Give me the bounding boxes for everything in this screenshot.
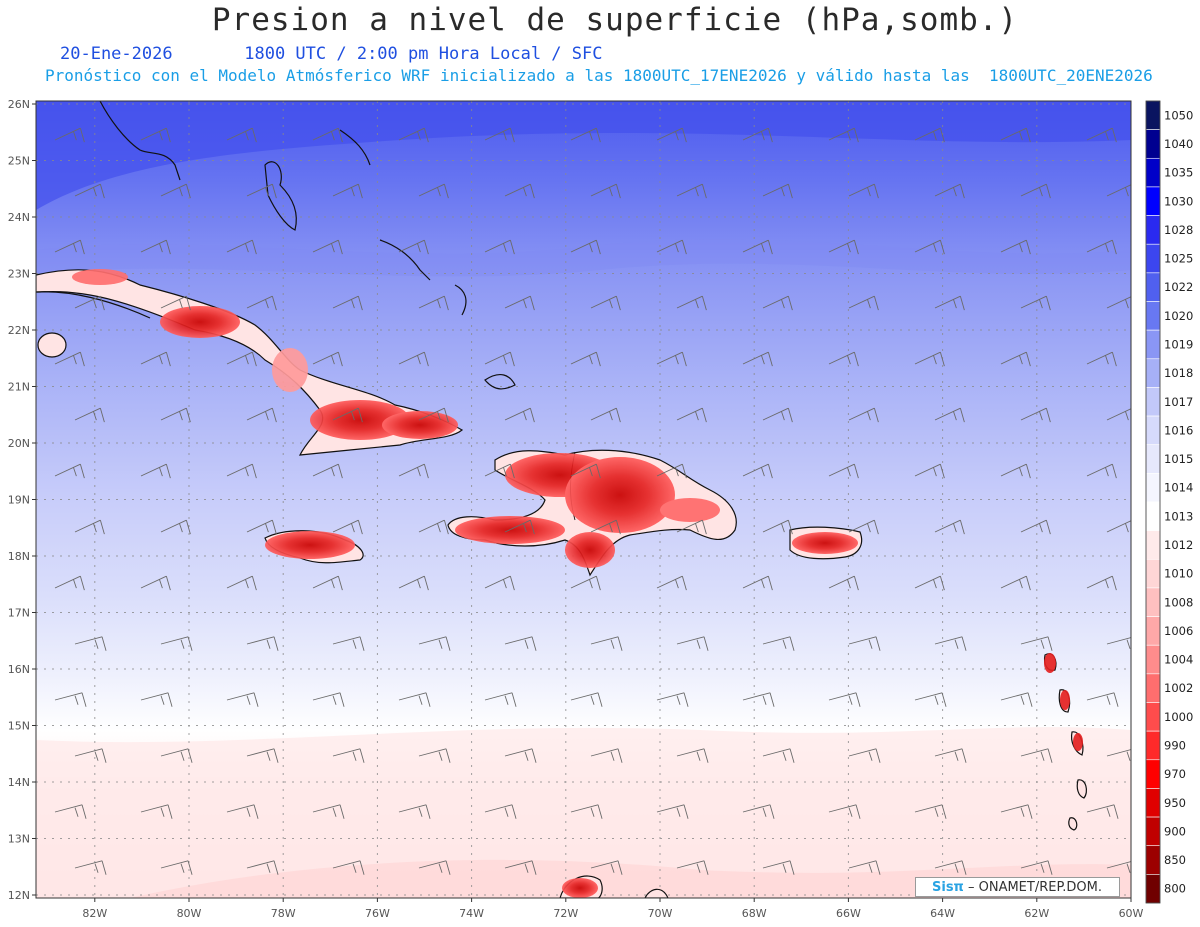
colorbar-label: 1013 (1164, 509, 1193, 523)
lon-label: 74W (459, 907, 484, 920)
colorbar-label: 1014 (1164, 481, 1193, 495)
colorbar-swatch (1145, 759, 1161, 789)
colorbar-label: 900 (1164, 824, 1186, 838)
lon-label: 72W (553, 907, 578, 920)
colorbar-swatch (1145, 473, 1161, 503)
colorbar-swatch (1145, 845, 1161, 875)
colorbar-swatch (1145, 816, 1161, 847)
lat-label: 26N (8, 98, 30, 111)
lat-label: 24N (8, 211, 30, 224)
lon-label: 62W (1024, 907, 1049, 920)
lat-label: 23N (8, 268, 30, 281)
colorbar-swatch (1145, 157, 1161, 188)
lat-label: 25N (8, 155, 30, 168)
colorbar-label: 1012 (1164, 538, 1193, 552)
colorbar-label: 1010 (1164, 567, 1193, 581)
colorbar-swatch (1145, 415, 1161, 446)
colorbar-swatch (1145, 530, 1161, 560)
colorbar-swatch (1145, 702, 1161, 732)
lat-label: 12N (8, 889, 30, 902)
colorbar-swatch (1145, 100, 1161, 130)
lon-label: 80W (177, 907, 202, 920)
colorbar-label: 1035 (1164, 166, 1193, 180)
colorbar-swatch (1145, 587, 1161, 617)
map-title: Presion a nivel de superficie (hPa,somb.… (211, 2, 1019, 38)
lat-lon-grid (36, 101, 1131, 898)
time-text: 1800 UTC / 2:00 pm Hora Local / SFC (244, 44, 603, 64)
colorbar: 1050 1040 1035 1030 1028 1025 1022 1020 1019 1018… (1145, 100, 1193, 904)
colorbar-label: 1016 (1164, 423, 1193, 437)
colorbar-label: 970 (1164, 767, 1186, 781)
colorbar-label: 1020 (1164, 309, 1193, 323)
lat-label: 22N (8, 324, 30, 337)
date-text: 20-Ene-2026 (60, 44, 173, 64)
lat-label: 13N (8, 833, 30, 846)
colorbar-swatch (1145, 186, 1161, 216)
colorbar-label: 1006 (1164, 624, 1193, 638)
colorbar-label: 1017 (1164, 395, 1193, 409)
lon-label: 66W (836, 907, 861, 920)
colorbar-swatch (1145, 387, 1161, 417)
colorbar-swatch (1145, 329, 1161, 360)
credit-text: – ONAMET/REP.DOM. (967, 880, 1103, 895)
lat-label: 20N (8, 437, 30, 450)
colorbar-swatch (1145, 616, 1161, 646)
low-pressure-areas (72, 269, 1083, 898)
colorbar-swatch (1145, 272, 1161, 302)
colorbar-label: 800 (1164, 882, 1186, 896)
lat-label: 14N (8, 776, 30, 789)
lat-label: 15N (8, 720, 30, 733)
colorbar-swatch (1145, 730, 1161, 761)
colorbar-label: 1030 (1164, 194, 1193, 208)
lat-label: 18N (8, 550, 30, 563)
colorbar-label: 1022 (1164, 280, 1193, 294)
colorbar-swatch (1145, 358, 1161, 388)
colorbar-label: 990 (1164, 738, 1186, 752)
colorbar-label: 1040 (1164, 137, 1193, 151)
lon-label: 70W (648, 907, 673, 920)
colorbar-label: 1050 (1164, 108, 1193, 122)
colorbar-swatch (1145, 243, 1161, 274)
colorbar-label: 1028 (1164, 223, 1193, 237)
forecast-info: Pronóstico con el Modelo Atmósferico WRF… (45, 66, 1153, 85)
colorbar-swatch (1145, 558, 1161, 589)
colorbar-swatch (1145, 215, 1161, 245)
lon-label: 78W (271, 907, 296, 920)
colorbar-label: 950 (1164, 796, 1186, 810)
longitude-axis: 82W 80W 78W 76W 74W 72W 70W 68W 66W 64W 62W 60W (82, 898, 1144, 920)
colorbar-label: 850 (1164, 853, 1186, 867)
colorbar-label: 1018 (1164, 366, 1193, 380)
sispi-logo: Sisπ (932, 880, 964, 895)
colorbar-label: 1015 (1164, 452, 1193, 466)
wind-barbs (54, 127, 1131, 875)
colorbar-swatch (1145, 874, 1161, 904)
colorbar-label: 1000 (1164, 710, 1193, 724)
colorbar-swatch (1145, 501, 1161, 531)
colorbar-label: 1025 (1164, 252, 1193, 266)
colorbar-swatch (1145, 673, 1161, 703)
colorbar-label: 1002 (1164, 681, 1193, 695)
lon-label: 76W (365, 907, 390, 920)
plot-area (36, 101, 1131, 898)
colorbar-swatch (1145, 644, 1161, 675)
lon-label: 60W (1119, 907, 1144, 920)
lat-label: 19N (8, 494, 30, 507)
colorbar-swatch (1145, 788, 1161, 818)
lat-label: 17N (8, 607, 30, 620)
latitude-axis: 26N 25N 24N 23N 22N 21N 20N 19N 18N 17N 16N 15N 14N 1… (8, 98, 36, 902)
lon-label: 82W (82, 907, 107, 920)
credit-box: Sisπ – ONAMET/REP.DOM. (915, 877, 1120, 897)
lon-label: 64W (930, 907, 955, 920)
colorbar-swatch (1145, 301, 1161, 331)
colorbar-label: 1004 (1164, 653, 1193, 667)
valid-datetime: 20-Ene-2026 1800 UTC / 2:00 pm Hora Loca… (60, 44, 602, 64)
lat-label: 16N (8, 663, 30, 676)
lat-label: 21N (8, 381, 30, 394)
colorbar-label: 1019 (1164, 337, 1193, 351)
colorbar-label: 1008 (1164, 595, 1193, 609)
colorbar-swatch (1145, 129, 1161, 159)
colorbar-swatch (1145, 444, 1161, 474)
lon-label: 68W (742, 907, 767, 920)
